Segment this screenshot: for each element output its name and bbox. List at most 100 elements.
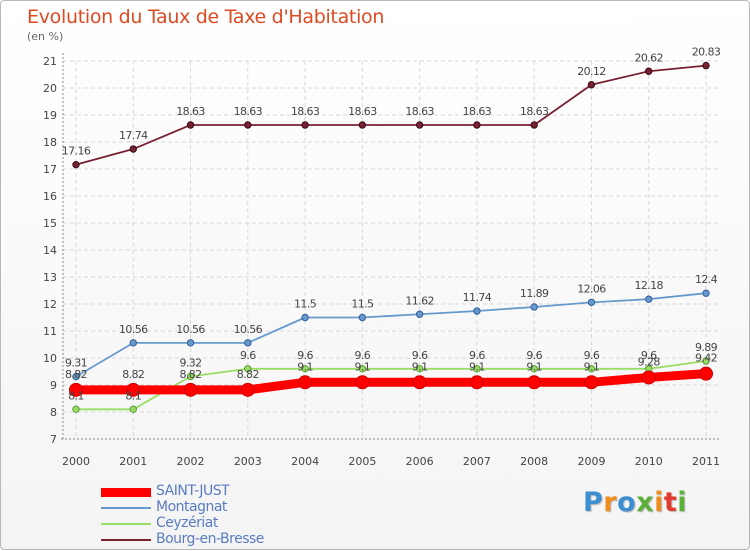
- data-point: [530, 365, 538, 373]
- data-label: 12.18: [634, 279, 663, 292]
- data-point: [415, 365, 424, 373]
- legend-item: Bourg-en-Bresse: [101, 531, 341, 548]
- y-tick-label: 14: [43, 244, 57, 257]
- data-point: [129, 339, 137, 347]
- data-label: 8.82: [65, 368, 87, 381]
- data-point: [702, 289, 710, 297]
- data-point: [186, 121, 195, 129]
- data-point: [129, 145, 137, 153]
- data-label: 17.74: [119, 129, 148, 142]
- data-label: 18.63: [348, 105, 377, 118]
- legend-label: SAINT-JUST: [156, 483, 230, 499]
- x-tick-label: 2000: [62, 455, 90, 468]
- data-point: [129, 405, 137, 413]
- data-point: [358, 365, 367, 373]
- y-tick-label: 8: [50, 406, 57, 419]
- x-tick-label: 2011: [692, 455, 720, 468]
- data-point: [244, 339, 252, 347]
- x-tick-label: 2010: [635, 455, 663, 468]
- data-point: [301, 365, 309, 373]
- data-label: 10.56: [119, 323, 148, 336]
- data-label: 18.63: [234, 105, 263, 118]
- y-tick-label: 13: [43, 271, 57, 284]
- data-label: 9.6: [240, 349, 256, 362]
- data-label: 12.4: [695, 273, 718, 286]
- data-label: 11.5: [294, 298, 317, 311]
- series-line-0: [71, 369, 711, 395]
- data-point: [72, 372, 80, 381]
- data-label: 20.83: [692, 46, 721, 59]
- data-label: 9.28: [638, 355, 661, 368]
- data-point: [473, 365, 481, 373]
- y-tick-label: 10: [43, 352, 57, 365]
- data-label: 9.6: [526, 349, 542, 362]
- data-label: 18.63: [176, 105, 205, 118]
- data-label: 9.89: [695, 341, 718, 354]
- y-tick-label: 17: [43, 163, 57, 176]
- legend-label: Ceyzériat: [156, 515, 218, 531]
- data-label: 9.1: [412, 360, 428, 373]
- data-point: [702, 357, 710, 365]
- data-point: [72, 405, 80, 413]
- data-point: [527, 375, 542, 390]
- legend: SAINT-JUST Montagnat Ceyzériat Bourg-en-Bre…: [101, 483, 341, 548]
- data-label: 8.82: [122, 368, 144, 381]
- data-label: 11.89: [520, 287, 549, 300]
- data-point: [415, 121, 424, 129]
- data-point: [240, 382, 255, 397]
- data-point: [186, 372, 195, 381]
- data-point: [702, 61, 710, 70]
- data-label: 9.1: [469, 360, 485, 373]
- data-label: 9.6: [469, 349, 485, 362]
- x-tick-label: 2006: [406, 455, 434, 468]
- data-point: [645, 67, 653, 75]
- x-tick-label: 2008: [520, 455, 548, 468]
- y-tick-label: 19: [43, 109, 57, 122]
- data-point: [469, 375, 484, 390]
- data-label: 10.56: [176, 323, 205, 336]
- data-label: 17.16: [62, 145, 91, 158]
- data-point: [530, 121, 538, 129]
- legend-item: SAINT-JUST: [101, 483, 341, 500]
- x-tick-label: 2009: [577, 455, 605, 468]
- series-line-2: [75, 360, 707, 411]
- data-point: [645, 295, 653, 303]
- data-point: [587, 365, 596, 373]
- x-tick-label: 2002: [177, 455, 205, 468]
- data-label: 9.1: [584, 360, 600, 373]
- series-line-3: [75, 64, 707, 166]
- legend-swatch: [101, 487, 151, 497]
- data-point: [412, 375, 427, 390]
- data-label: 8.82: [179, 368, 201, 381]
- data-point: [587, 81, 596, 89]
- x-tick-label: 2001: [119, 455, 147, 468]
- legend-swatch: [101, 507, 151, 509]
- data-label: 9.6: [297, 349, 313, 362]
- x-tick-label: 2007: [463, 455, 491, 468]
- y-tick-label: 11: [43, 325, 57, 338]
- data-label: 9.6: [641, 349, 657, 362]
- data-label: 9.32: [179, 356, 201, 369]
- data-point: [69, 382, 83, 397]
- data-label: 12.06: [577, 282, 606, 295]
- data-point: [186, 339, 195, 347]
- y-tick-label: 21: [43, 55, 57, 68]
- data-label: 9.42: [695, 352, 717, 365]
- data-label-layer: 17.16 17.74 18.63 18.63 18.63 18.63 18.63 18.63…: [62, 46, 722, 403]
- data-point: [358, 121, 367, 129]
- data-label: 18.63: [291, 105, 320, 118]
- data-label: 10.56: [234, 323, 263, 336]
- data-point: [641, 370, 656, 385]
- legend-label: Montagnat: [156, 499, 227, 515]
- data-point: [415, 310, 424, 318]
- proxiti-logo: Proxiti: [583, 487, 688, 518]
- data-point: [587, 298, 596, 307]
- data-label: 9.1: [355, 360, 371, 373]
- legend-item: Ceyzériat: [101, 515, 341, 532]
- data-label: 9.6: [584, 349, 600, 362]
- data-label: 9.6: [412, 349, 428, 362]
- y-tick-label: 7: [50, 433, 57, 446]
- axis-layer: 7 8 9 10 11 12 13 14 15 16 17 18 19 20 21 2000 2001 2002 2…: [43, 53, 720, 468]
- series-layer: [69, 61, 713, 413]
